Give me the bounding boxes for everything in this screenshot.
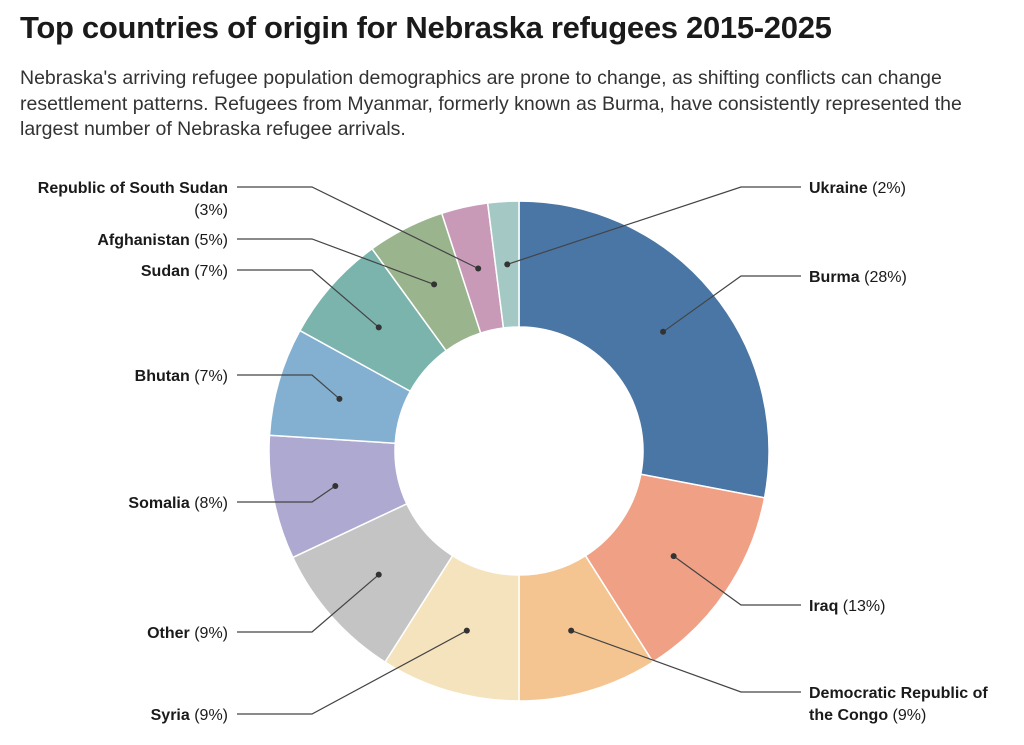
leader-dot-somalia	[332, 483, 339, 490]
label-iraq: Iraq (13%)	[809, 598, 885, 615]
chart-subtitle: Nebraska's arriving refugee population d…	[20, 67, 962, 140]
slice-labels: Burma (28%) Iraq (13%) Democratic Republic…	[38, 180, 989, 724]
leader-dot-republic-of-south-sudan	[475, 265, 482, 272]
leader-dot-sudan	[375, 324, 382, 331]
leader-dot-syria	[463, 627, 470, 634]
leader-dot-iraq	[670, 553, 677, 560]
leader-line-iraq	[673, 555, 801, 606]
leader-dot-ukraine	[504, 261, 511, 268]
leader-line-democratic-republic-of-the-congo	[570, 630, 801, 693]
label-somalia: Somalia (8%)	[128, 495, 228, 512]
leader-line-somalia	[237, 485, 336, 503]
label-republic-of-south-sudan: Republic of South Sudan (3%)	[38, 180, 228, 219]
label-ukraine: Ukraine (2%)	[809, 180, 906, 197]
leader-line-syria	[237, 630, 468, 715]
leader-line-sudan	[237, 269, 380, 328]
leader-line-burma	[662, 275, 801, 333]
label-sudan: Sudan (7%)	[141, 263, 228, 280]
leader-line-other	[237, 574, 380, 633]
slice-burma[interactable]	[518, 200, 770, 499]
leader-line-afghanistan	[237, 238, 435, 285]
leader-line-bhutan	[237, 374, 340, 400]
leader-line-ukraine	[507, 186, 801, 265]
label-burma: Burma (28%)	[809, 269, 907, 286]
label-democratic-republic-of-the-congo: Democratic Republic of the Congo (9%)	[809, 685, 988, 724]
slice-iraq[interactable]	[584, 473, 766, 664]
label-bhutan: Bhutan (7%)	[135, 368, 228, 385]
leader-dot-bhutan	[336, 395, 343, 402]
slices	[268, 200, 770, 702]
leader-dot-afghanistan	[431, 281, 438, 288]
leader-dot-burma	[660, 328, 667, 335]
label-afghanistan: Afghanistan (5%)	[97, 232, 228, 249]
leader-lines	[237, 186, 801, 715]
leader-dot-democratic-republic-of-the-congo	[568, 627, 575, 634]
label-syria: Syria (9%)	[151, 707, 228, 724]
label-other: Other (9%)	[147, 625, 228, 642]
chart-title: Top countries of origin for Nebraska ref…	[20, 10, 832, 45]
slice-ukraine[interactable]	[486, 200, 520, 329]
leader-line-republic-of-south-sudan	[237, 186, 479, 270]
leader-dot-other	[375, 571, 382, 578]
